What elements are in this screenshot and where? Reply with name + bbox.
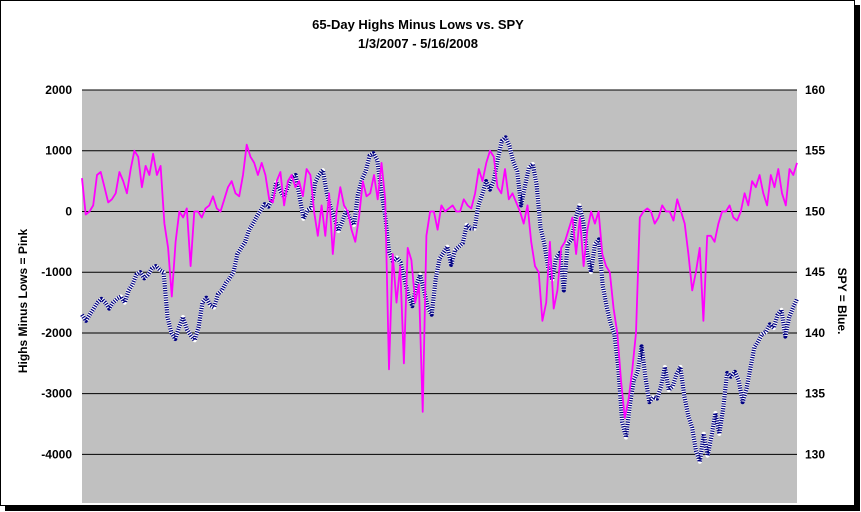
left-tick-label: -2000 — [41, 326, 72, 340]
plot-area — [82, 90, 797, 503]
left-axis-label: Highs Minus Lows = Pink — [16, 229, 30, 374]
right-axis-label: SPY = Blue. — [835, 268, 849, 335]
series-layer — [80, 135, 799, 464]
right-tick-label: 130 — [805, 447, 825, 461]
right-tick-label: 140 — [805, 326, 825, 340]
left-tick-label: -4000 — [41, 447, 72, 461]
right-tick-label: 155 — [805, 144, 825, 158]
left-axis-ticks: 2000 1000 0 -1000 -2000 -3000 -4000 — [41, 83, 72, 461]
right-axis-ticks: 160 155 150 145 140 135 130 — [805, 83, 825, 461]
left-tick-label: -1000 — [41, 265, 72, 279]
left-tick-label: -3000 — [41, 387, 72, 401]
spy-series-line — [80, 135, 799, 464]
left-tick-label: 0 — [65, 204, 72, 218]
chart-title: 65-Day Highs Minus Lows vs. SPY — [312, 17, 524, 32]
gridlines — [82, 89, 797, 455]
chart-subtitle: 1/3/2007 - 5/16/2008 — [358, 36, 478, 51]
left-tick-label: 1000 — [45, 144, 72, 158]
right-tick-label: 160 — [805, 83, 825, 97]
left-tick-label: 2000 — [45, 83, 72, 97]
right-tick-label: 150 — [805, 204, 825, 218]
right-tick-label: 145 — [805, 265, 825, 279]
highs-minus-lows-series-line — [81, 143, 798, 419]
right-tick-label: 135 — [805, 387, 825, 401]
